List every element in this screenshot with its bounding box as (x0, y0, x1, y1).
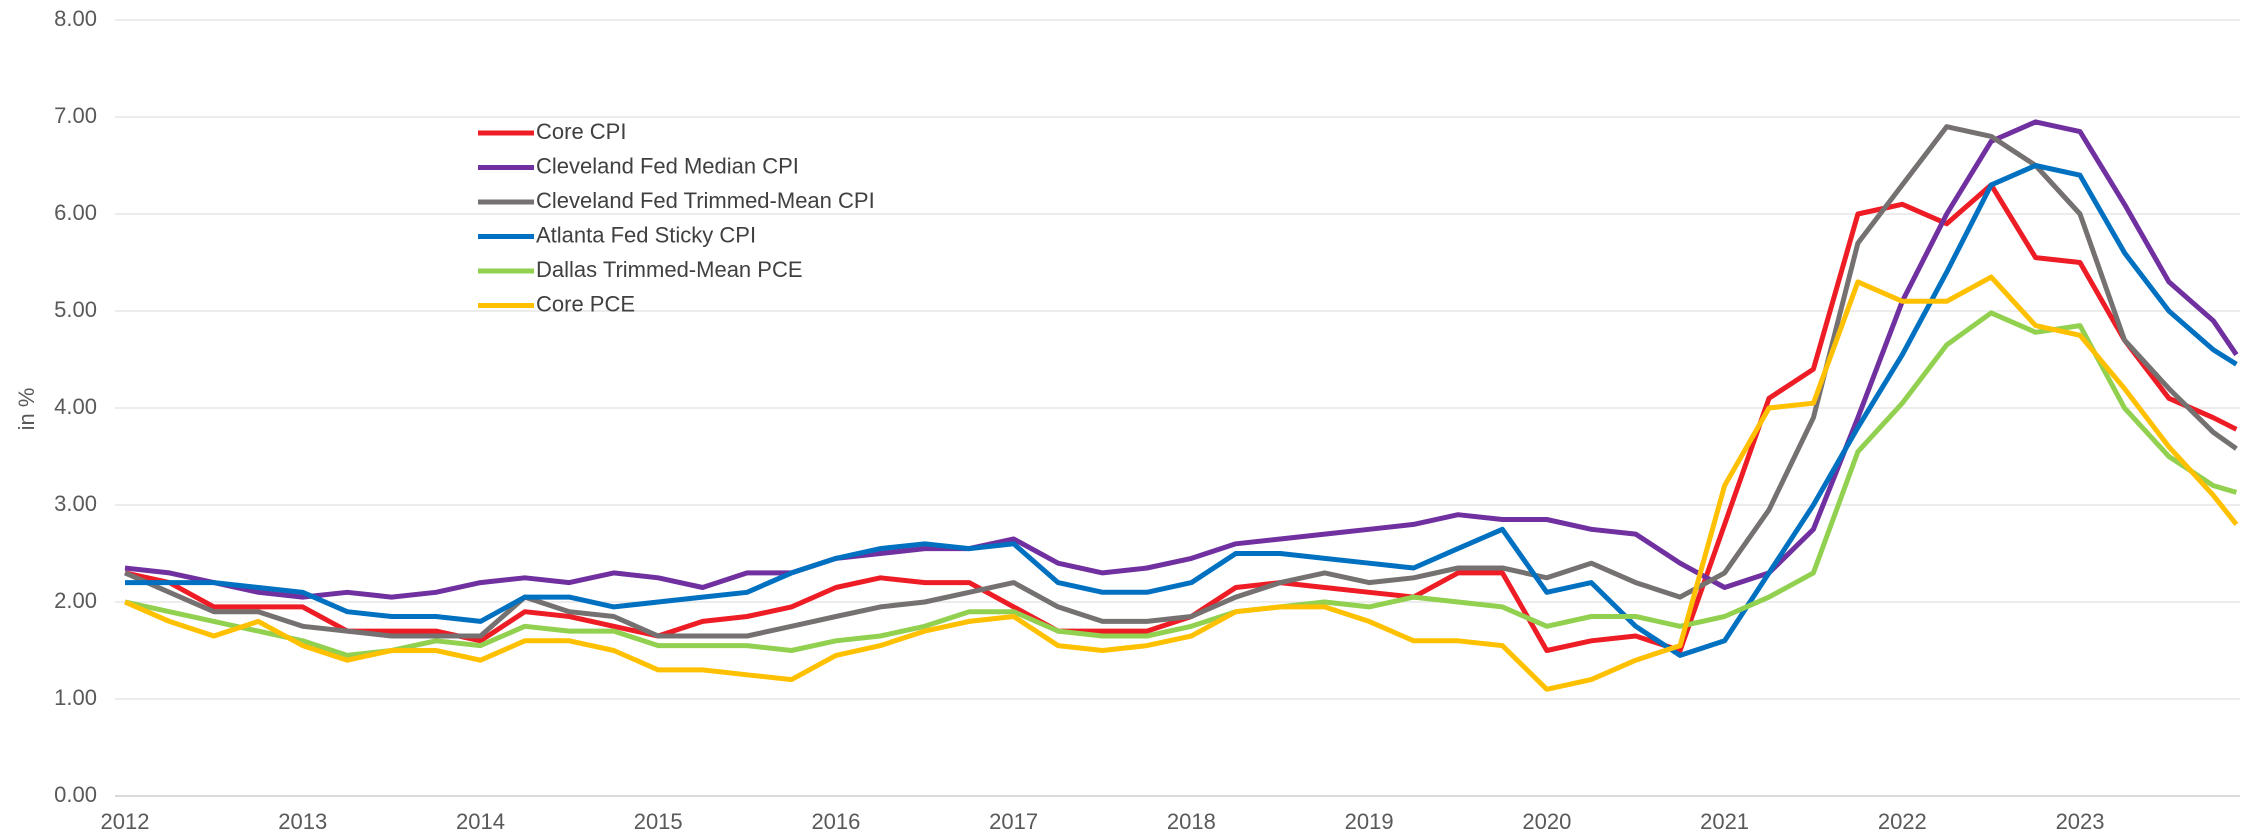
y-tick-label: 5.00 (54, 297, 97, 322)
y-tick-label: 0.00 (54, 782, 97, 807)
legend-label: Cleveland Fed Median CPI (536, 153, 799, 178)
series-line (124, 182, 2238, 653)
x-tick-label: 2016 (811, 809, 860, 834)
x-tick-label: 2013 (278, 809, 327, 834)
y-tick-label: 8.00 (54, 6, 97, 31)
x-tick-label: 2022 (1878, 809, 1927, 834)
y-tick-label: 6.00 (54, 200, 97, 225)
y-axis-label: in % (14, 388, 39, 431)
legend-label: Cleveland Fed Trimmed-Mean CPI (536, 188, 875, 213)
series-line (124, 119, 2239, 600)
legend-label: Core CPI (536, 119, 626, 144)
x-tick-label: 2021 (1700, 809, 1749, 834)
series-line (123, 274, 2239, 692)
x-tick-label: 2014 (456, 809, 505, 834)
x-tick-label: 2019 (1345, 809, 1394, 834)
x-tick-label: 2012 (101, 809, 150, 834)
series-line (124, 310, 2238, 658)
x-tick-label: 2020 (1522, 809, 1571, 834)
legend-label: Atlanta Fed Sticky CPI (536, 222, 756, 247)
y-tick-label: 2.00 (54, 588, 97, 613)
x-tick-label: 2015 (634, 809, 683, 834)
series-line (123, 124, 2238, 639)
y-tick-label: 7.00 (54, 103, 97, 128)
series-line (125, 163, 2238, 658)
y-tick-label: 3.00 (54, 491, 97, 516)
x-tick-label: 2023 (2056, 809, 2105, 834)
y-tick-label: 4.00 (54, 394, 97, 419)
x-tick-label: 2018 (1167, 809, 1216, 834)
x-tick-label: 2017 (989, 809, 1038, 834)
legend-label: Core PCE (536, 291, 635, 316)
legend-label: Dallas Trimmed-Mean PCE (536, 257, 803, 282)
y-tick-label: 1.00 (54, 685, 97, 710)
